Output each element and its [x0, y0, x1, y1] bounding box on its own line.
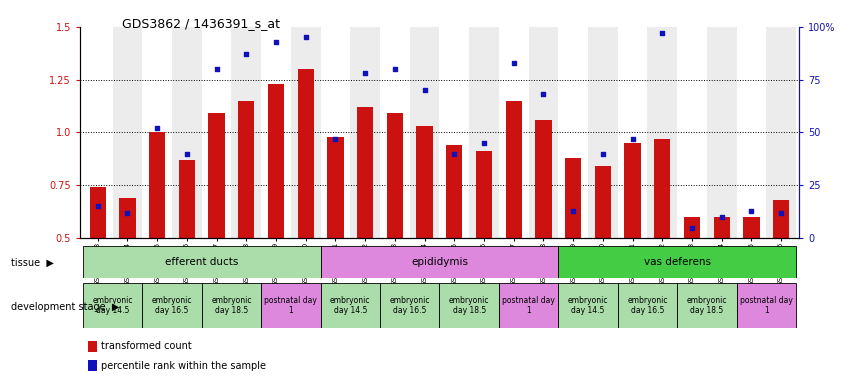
Point [447, 151, 461, 157]
Bar [446, 145, 463, 238]
Bar [89, 187, 106, 238]
Bar [209, 114, 225, 238]
Point [269, 39, 283, 45]
Point [121, 210, 135, 216]
Bar [648, 27, 677, 238]
Point [299, 34, 313, 40]
Bar [588, 27, 617, 238]
Text: percentile rank within the sample: percentile rank within the sample [101, 361, 266, 371]
Bar [476, 152, 492, 238]
Bar [149, 132, 166, 238]
Bar [320, 283, 380, 328]
Bar [142, 283, 202, 328]
Point [389, 66, 402, 72]
Bar [83, 283, 142, 328]
Text: embryonic
day 14.5: embryonic day 14.5 [93, 296, 133, 315]
Point [477, 140, 490, 146]
Bar [320, 246, 558, 278]
Point [151, 125, 164, 131]
Text: embryonic
day 16.5: embryonic day 16.5 [627, 296, 668, 315]
Bar [178, 160, 195, 238]
Text: epididymis: epididymis [411, 257, 468, 267]
Point [596, 151, 610, 157]
Point [537, 91, 550, 98]
Point [626, 136, 639, 142]
Bar [617, 283, 677, 328]
Bar [298, 69, 314, 238]
Bar [262, 283, 320, 328]
Bar [416, 126, 433, 238]
Point [358, 70, 372, 76]
Text: embryonic
day 18.5: embryonic day 18.5 [686, 296, 727, 315]
Bar [202, 283, 262, 328]
Bar [119, 198, 135, 238]
Text: GDS3862 / 1436391_s_at: GDS3862 / 1436391_s_at [122, 17, 280, 30]
Point [210, 66, 224, 72]
Bar [706, 27, 737, 238]
Bar [327, 137, 344, 238]
Bar [624, 143, 641, 238]
Bar [595, 166, 611, 238]
Bar [677, 283, 737, 328]
Point [715, 214, 728, 220]
Text: embryonic
day 16.5: embryonic day 16.5 [151, 296, 193, 315]
Bar [743, 217, 759, 238]
Text: vas deferens: vas deferens [643, 257, 711, 267]
Bar [439, 283, 499, 328]
Bar [713, 217, 730, 238]
Bar [766, 27, 796, 238]
Point [418, 87, 431, 93]
Text: embryonic
day 14.5: embryonic day 14.5 [330, 296, 371, 315]
Bar [267, 84, 284, 238]
Bar [737, 283, 796, 328]
Text: transformed count: transformed count [101, 341, 192, 351]
Point [685, 224, 699, 230]
Text: postnatal day
1: postnatal day 1 [264, 296, 317, 315]
Bar [528, 27, 558, 238]
Bar [654, 139, 670, 238]
Bar [380, 283, 439, 328]
Point [240, 51, 253, 58]
Point [91, 204, 104, 210]
Bar [469, 27, 499, 238]
Point [566, 207, 579, 214]
Bar [387, 114, 403, 238]
Point [507, 60, 521, 66]
Bar [113, 27, 142, 238]
Text: embryonic
day 18.5: embryonic day 18.5 [211, 296, 251, 315]
Bar [773, 200, 790, 238]
Bar [410, 27, 439, 238]
Point [329, 136, 342, 142]
Text: efferent ducts: efferent ducts [165, 257, 238, 267]
Bar [535, 120, 552, 238]
Text: embryonic
day 14.5: embryonic day 14.5 [568, 296, 608, 315]
Text: embryonic
day 16.5: embryonic day 16.5 [389, 296, 430, 315]
Text: development stage  ▶: development stage ▶ [11, 302, 119, 312]
Bar [558, 246, 796, 278]
Text: tissue  ▶: tissue ▶ [11, 258, 54, 268]
Bar [291, 27, 320, 238]
Bar [565, 158, 581, 238]
Bar [83, 246, 320, 278]
Point [744, 207, 758, 214]
Bar [231, 27, 262, 238]
Point [775, 210, 788, 216]
Bar [357, 107, 373, 238]
Text: embryonic
day 18.5: embryonic day 18.5 [449, 296, 489, 315]
Text: postnatal day
1: postnatal day 1 [502, 296, 555, 315]
Bar [558, 283, 617, 328]
Bar [505, 101, 522, 238]
Bar [499, 283, 558, 328]
Point [180, 151, 193, 157]
Point [655, 30, 669, 36]
Bar [684, 217, 701, 238]
Bar [238, 101, 255, 238]
Bar [172, 27, 202, 238]
Bar [351, 27, 380, 238]
Text: postnatal day
1: postnatal day 1 [740, 296, 793, 315]
